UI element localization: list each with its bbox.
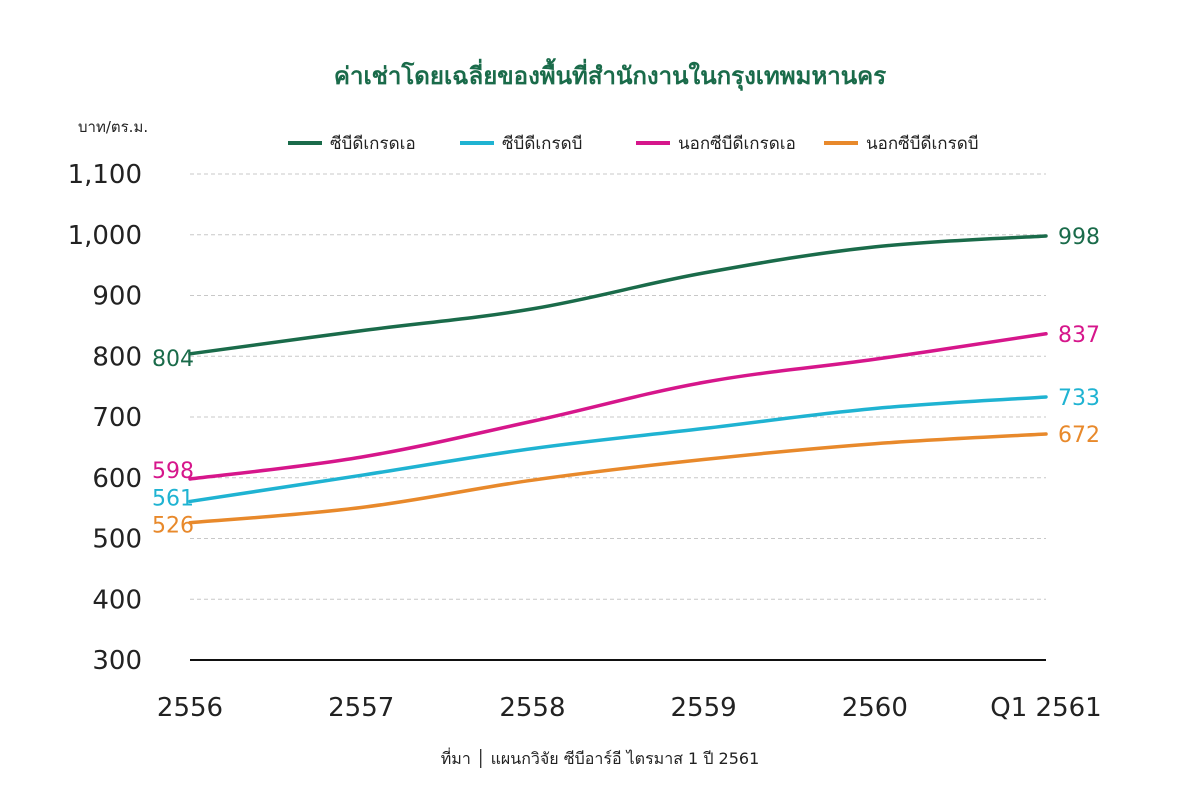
legend-label: นอกซีบีดีเกรดบี	[866, 134, 979, 154]
y-tick-label: 1,100	[68, 160, 142, 190]
series-line-2	[188, 395, 1048, 504]
x-tick-label: 2557	[328, 693, 394, 723]
source-note: ที่มา │ แผนกวิจัย ซีบีอาร์อี ไตรมาส 1 ปี…	[441, 747, 760, 768]
y-axis-unit-label: บาท/ตร.ม.	[78, 118, 148, 136]
x-tick-label: 2559	[671, 693, 737, 723]
y-tick-label: 400	[92, 585, 142, 615]
y-tick-label: 300	[92, 646, 142, 676]
gridlines	[190, 173, 1046, 661]
y-tick-label: 1,000	[68, 221, 142, 251]
legend-label: ซีบีดีเกรดเอ	[330, 134, 416, 154]
x-tick-label: 2560	[842, 693, 908, 723]
y-tick-label: 800	[92, 342, 142, 372]
end-value-label: 672	[1058, 423, 1100, 448]
end-value-label: 733	[1058, 386, 1100, 411]
legend: ซีบีดีเกรดเอ ซีบีดีเกรดบี นอกซีบีดีเกรดเอ น…	[288, 134, 979, 154]
series-line-3	[188, 332, 1048, 481]
series-lines	[188, 234, 1048, 525]
start-value-label: 804	[152, 347, 194, 372]
end-value-label: 837	[1058, 323, 1100, 348]
y-axis-ticks: 300 400 500 600 700 800 900 1,000 1,100	[68, 160, 142, 676]
y-tick-label: 500	[92, 525, 142, 555]
x-tick-label: 2558	[499, 693, 565, 723]
start-value-label: 598	[152, 459, 194, 484]
chart-title: ค่าเช่าโดยเฉลี่ยของพื้นที่สำนักงานในกรุง…	[334, 57, 886, 92]
legend-label: ซีบีดีเกรดบี	[502, 134, 582, 154]
x-tick-label: 2556	[157, 693, 223, 723]
y-tick-label: 900	[92, 282, 142, 312]
x-tick-label: Q1 2561	[990, 693, 1101, 723]
legend-label: นอกซีบีดีเกรดเอ	[678, 134, 796, 154]
x-axis-ticks: 2556 2557 2558 2559 2560 Q1 2561	[157, 693, 1102, 723]
series-line-4	[188, 432, 1048, 525]
y-tick-label: 700	[92, 403, 142, 433]
start-value-label: 561	[152, 486, 194, 511]
series-line-1	[188, 234, 1048, 356]
end-value-label: 998	[1058, 225, 1100, 250]
data-labels: 804 998 561 733 598 837 526 672	[152, 225, 1100, 539]
start-value-label: 526	[152, 514, 194, 539]
y-tick-label: 600	[92, 464, 142, 494]
